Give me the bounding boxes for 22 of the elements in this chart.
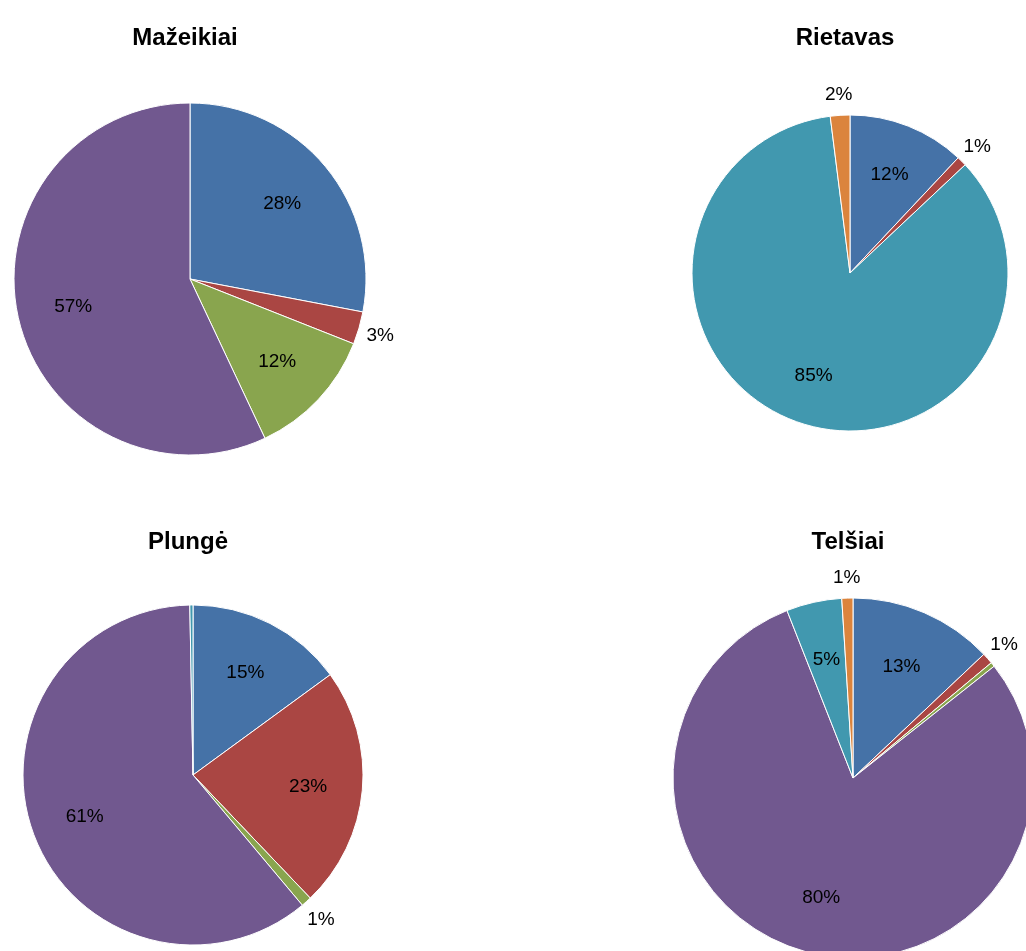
data-label: 57%: [54, 294, 93, 316]
data-label: 23%: [289, 774, 328, 796]
data-label: 85%: [794, 363, 833, 385]
chart-title: Plungė: [147, 526, 229, 554]
data-label: 61%: [65, 805, 104, 827]
data-label: 1%: [307, 907, 335, 929]
chart-title: Mažeikiai: [132, 22, 238, 50]
data-label: 28%: [263, 192, 302, 214]
chart-title: Telšiai: [811, 526, 885, 554]
data-label: 15%: [226, 661, 265, 683]
data-label: 1%: [990, 633, 1018, 655]
data-label: 12%: [870, 162, 909, 184]
data-label: 1%: [963, 135, 992, 157]
chart-title: Rietavas: [795, 22, 895, 50]
data-label: 5%: [812, 648, 841, 670]
data-label: 2%: [824, 82, 853, 104]
data-label: 80%: [802, 885, 841, 907]
data-label: 13%: [882, 655, 921, 677]
data-label: 12%: [258, 350, 297, 372]
data-label: 3%: [366, 323, 394, 345]
data-label: 1%: [832, 565, 861, 587]
pie-slice: [691, 115, 1009, 432]
